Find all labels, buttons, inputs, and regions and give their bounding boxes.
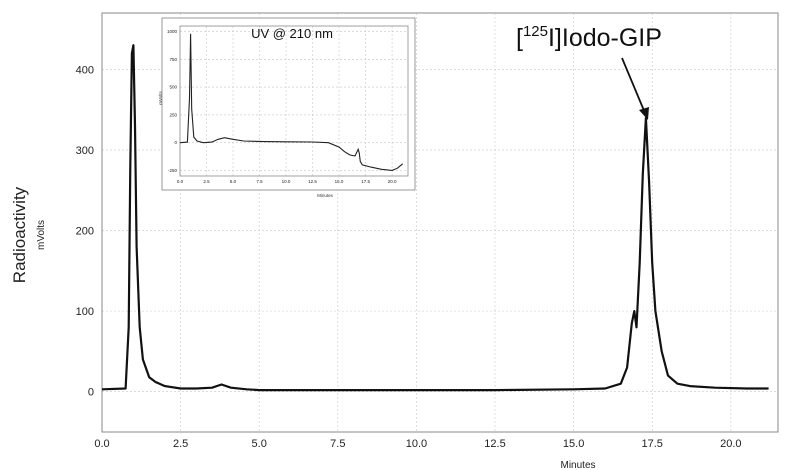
y-tick-label: 250: [169, 112, 177, 117]
y-tick-label: 500: [169, 85, 177, 90]
y-axis-label: Radioactivity: [10, 186, 29, 283]
annotation-superscript: 125: [523, 23, 548, 40]
x-tick-label: 2.5: [173, 438, 188, 450]
annotation-compound: I]Iodo-GIP: [548, 24, 662, 52]
x-tick-label: 20.0: [720, 438, 741, 450]
main-x-ticks: 0.0 2.5 5.0 7.5 10.0 12.5 15.0 17.5 20.0: [94, 438, 741, 450]
y-tick-label: 750: [169, 57, 177, 62]
x-tick-label: 10.0: [406, 438, 427, 450]
y-tick-label: 400: [76, 64, 94, 76]
x-tick-label: 5.0: [230, 179, 237, 184]
y-tick-label: 200: [76, 225, 94, 237]
main-plot-frame: [101, 12, 779, 433]
main-y-ticks: 0 100 200 300 400: [76, 64, 94, 398]
x-tick-label: 20.0: [388, 179, 397, 184]
x-tick-label: 7.5: [330, 438, 345, 450]
x-tick-label: 7.5: [256, 179, 263, 184]
y-tick-label: 100: [76, 306, 94, 318]
x-tick-label: 0.0: [177, 179, 184, 184]
y-tick-label: 1000: [167, 29, 178, 34]
x-tick-label: 2.5: [203, 179, 210, 184]
peak-annotation: [125I]Iodo-GIP: [516, 23, 662, 52]
x-tick-label: 12.5: [484, 438, 505, 450]
inset-y-ticks: -250 0 250 500 750 1000: [167, 29, 178, 173]
y-tick-label: -250: [168, 168, 178, 173]
annotation-arrow: [621, 57, 646, 114]
inset-y-axis-label: mVolts: [158, 91, 163, 105]
x-tick-label: 10.0: [282, 179, 291, 184]
inset-panel: [161, 17, 416, 191]
uv-trace: [179, 33, 404, 171]
x-tick-label: 15.0: [563, 438, 584, 450]
x-tick-label: 5.0: [252, 438, 267, 450]
inset-x-axis-label: Minutes: [317, 193, 334, 198]
x-tick-label: 15.0: [335, 179, 344, 184]
x-tick-label: 0.0: [94, 438, 109, 450]
inset-title: UV @ 210 nm: [251, 26, 333, 41]
annotation-bracket: [: [516, 24, 523, 52]
annotation-arrowhead: [639, 107, 649, 120]
y-tick-label: 0: [174, 140, 177, 145]
x-tick-label: 17.5: [642, 438, 663, 450]
inset-x-ticks: 0.0 2.5 5.0 7.5 10.0 12.5 15.0 17.5 20.0: [177, 179, 397, 184]
y-tick-label: 300: [76, 145, 94, 157]
x-tick-label: 17.5: [361, 179, 370, 184]
y-axis-unit: mVolts: [36, 220, 47, 250]
radioactivity-trace: [101, 44, 769, 392]
inset-grid: [179, 26, 408, 176]
x-axis-label: Minutes: [560, 460, 595, 470]
x-tick-label: 12.5: [308, 179, 317, 184]
inset-plot-frame: [179, 25, 409, 177]
y-tick-label: 0: [88, 387, 94, 399]
